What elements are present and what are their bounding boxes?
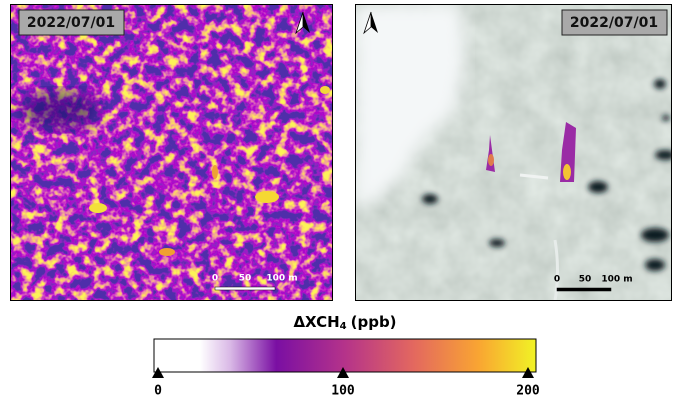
tick-marker [522,367,534,378]
scale-label: 0 [554,275,560,285]
tick-label: 100 [331,384,355,399]
scale-label: 50 [239,274,252,284]
north-arrow [303,12,310,33]
colorbar-unit: (ppb) [351,313,397,331]
scale-label: 0 [212,274,218,284]
tick-marker [337,367,349,378]
scale-label: 100 m [266,274,297,284]
scale-label: 100 m [601,275,632,285]
tick-marker [152,367,164,378]
xch4-map [10,4,333,301]
date-box [18,9,125,36]
north-arrow [371,12,378,33]
tick-label: 200 [516,384,540,399]
date-box [561,9,668,36]
colorbar-title: ΔXCH4 (ppb) [293,313,396,333]
scale-bar [556,287,612,292]
scale-label: 50 [579,275,592,285]
rgb-image [355,4,672,301]
date: 2022/07/01 [570,15,658,31]
scale-bar [214,286,276,291]
colorbar [153,338,537,373]
colorbar-title-sub: 4 [340,321,347,332]
colorbar-title-main: ΔXCH [293,313,339,331]
tick-label: 0 [154,384,162,399]
date: 2022/07/01 [27,15,115,31]
plume [486,122,576,182]
